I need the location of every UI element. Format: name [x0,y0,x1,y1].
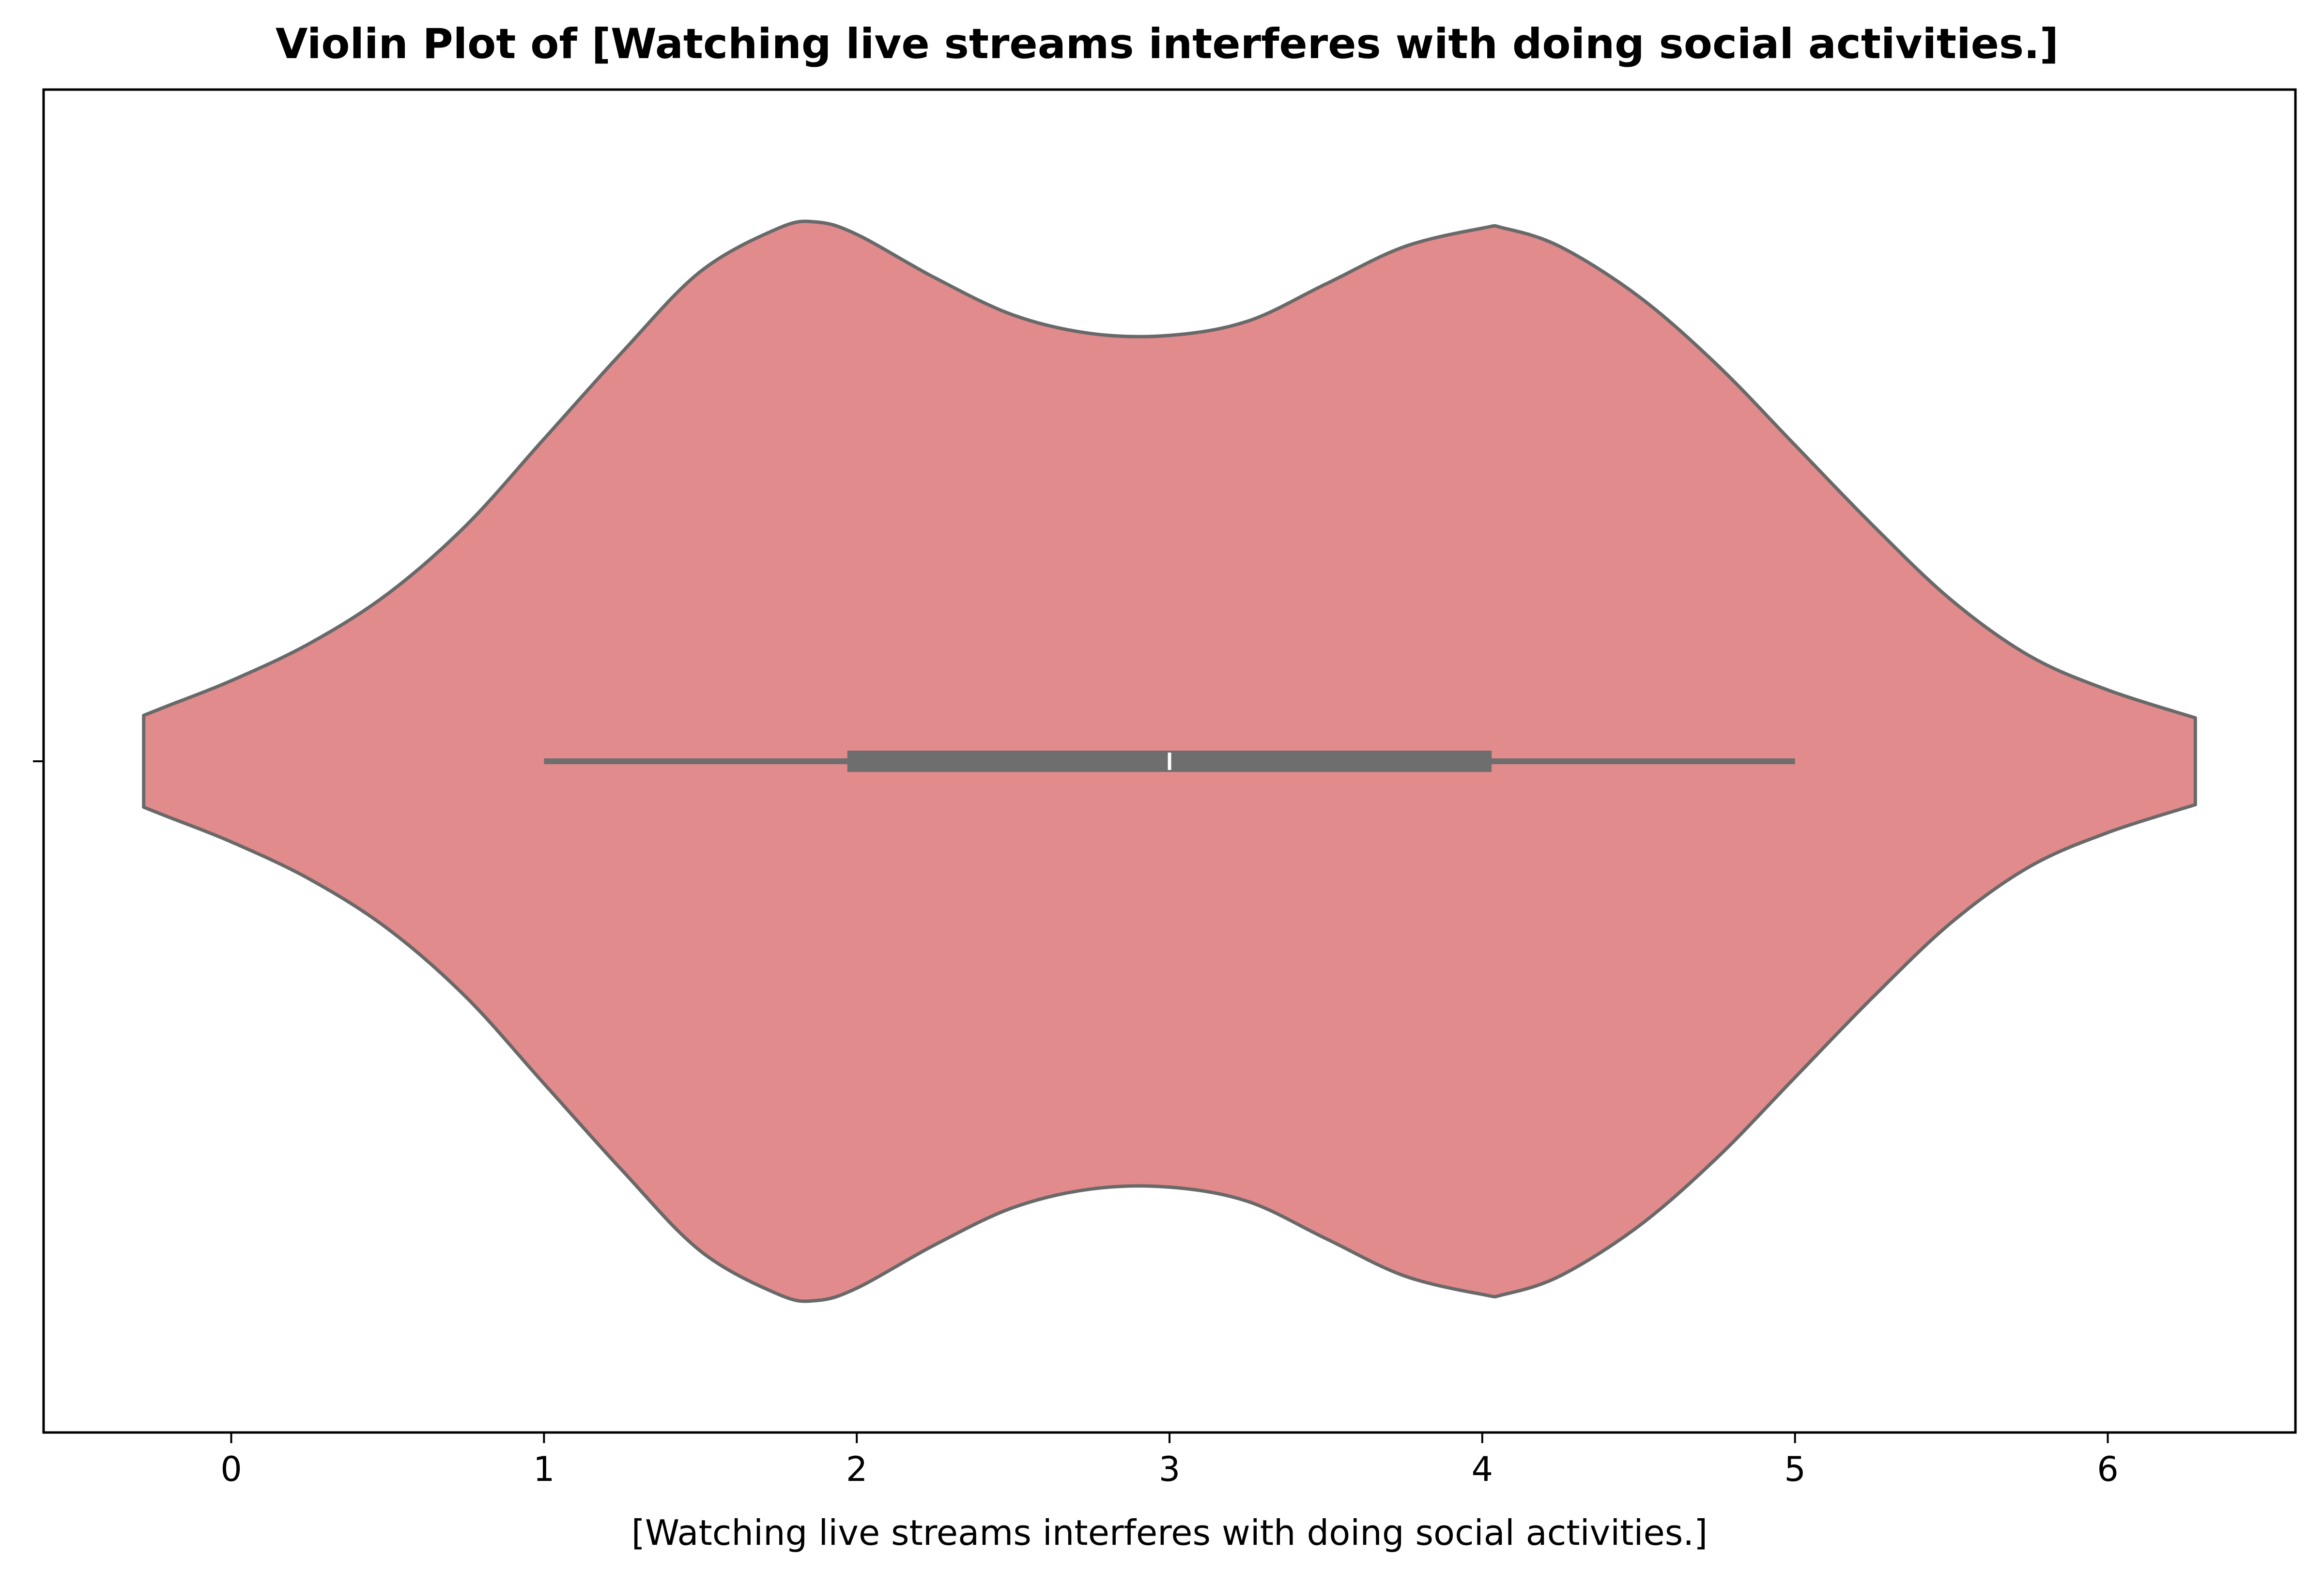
plot-area [142,219,2197,1303]
x-tick-label: 1 [533,1449,555,1489]
x-axis-label: [Watching live streams interferes with d… [631,1512,1708,1553]
x-axis: 0 1 2 3 4 5 6 [33,760,2119,1489]
x-tick-label: 2 [846,1449,868,1489]
x-tick-label: 6 [2097,1449,2119,1489]
x-tick-label: 4 [1472,1449,1493,1489]
x-tick-label: 5 [1784,1449,1806,1489]
x-tick-label: 3 [1159,1449,1181,1489]
chart-title: Violin Plot of [Watching live streams in… [276,20,2059,68]
x-tick-label: 0 [220,1449,242,1489]
